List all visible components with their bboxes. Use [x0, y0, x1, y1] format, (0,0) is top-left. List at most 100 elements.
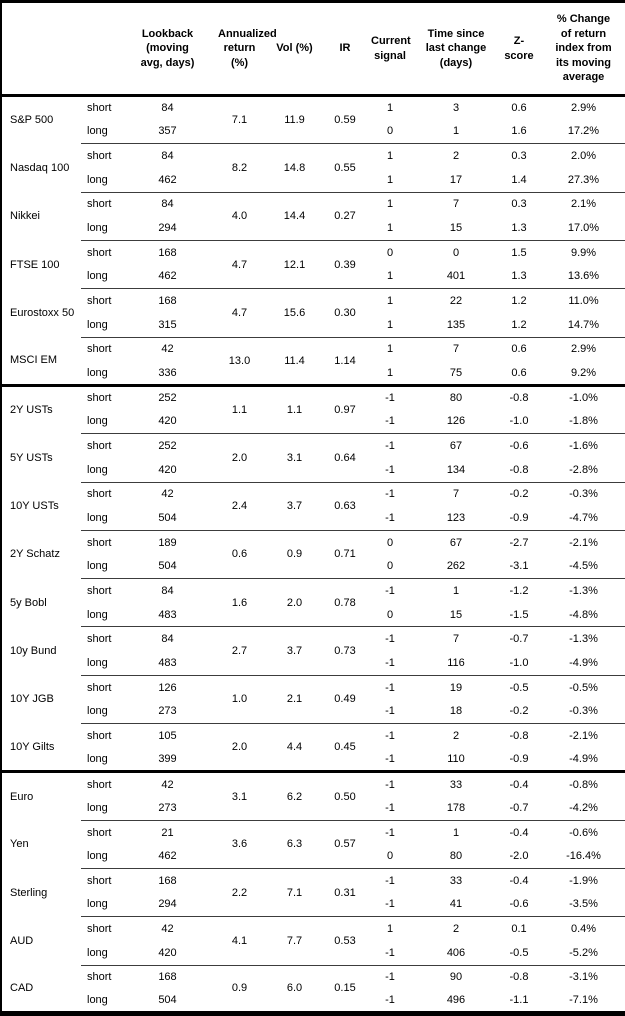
- time-since-last-change-cell: 3: [452, 102, 460, 115]
- current-signal-cell: 1: [364, 143, 416, 168]
- table-row-euro-short: Euro short 42 3.1 6.2 0.50 -1 33 -0.4 -0.8%: [1, 770, 625, 821]
- annualized-return-cell: 0.6: [216, 529, 263, 579]
- zscore-cell: -0.7: [509, 801, 529, 814]
- side-cell: short: [81, 433, 119, 458]
- time-since-last-change-cell: 80: [449, 850, 463, 863]
- asset-name-cell: S&P 500: [10, 114, 54, 127]
- table-row-2y-schatz-short: 2Y Schatz short 189 0.6 0.9 0.71 0 67 -2.7 -2.1%: [1, 529, 625, 579]
- lookback-cell: 84: [119, 578, 216, 603]
- asset-name-cell: 10Y Gilts: [10, 740, 55, 753]
- zscore-cell: -0.9: [509, 511, 529, 524]
- current-signal-cell: -1: [385, 946, 395, 959]
- vol-cell: 11.4: [263, 336, 326, 386]
- vol-cell: 6.0: [263, 964, 326, 1014]
- pct-change-cell: -0.3%: [569, 705, 598, 718]
- zscore-cell: 0.6: [496, 336, 542, 362]
- time-since-last-change-cell: 2: [416, 916, 496, 941]
- annualized-return-cell: 4.1: [216, 916, 263, 966]
- column-header-ir: IR: [326, 1, 364, 97]
- ir-cell: 0.50: [326, 770, 364, 821]
- vol-cell: 2.1: [263, 674, 326, 724]
- side-cell: short: [81, 191, 119, 217]
- lookback-cell: 420: [158, 463, 177, 476]
- current-signal-cell: 1: [386, 318, 394, 331]
- ir-cell: 0.73: [326, 626, 364, 676]
- side-cell: short: [81, 288, 119, 313]
- zscore-cell: 1.4: [511, 173, 527, 186]
- table-row-eurostoxx-50-long: long 315 1 135 1.2 14.7%: [1, 313, 625, 337]
- side-cell: long: [87, 125, 108, 138]
- pct-change-cell: 0.4%: [542, 916, 625, 941]
- asset-name-cell: 10Y USTs: [10, 500, 59, 513]
- annualized-return-cell: 4.7: [216, 239, 263, 289]
- ir-cell: 0.15: [326, 964, 364, 1014]
- pct-change-cell: 27.3%: [567, 173, 600, 186]
- ir-cell: 0.71: [326, 529, 364, 579]
- annualized-return-cell: 13.0: [216, 336, 263, 386]
- column-header-current-signal: Current signal: [364, 1, 416, 97]
- lookback-cell: 252: [119, 433, 216, 458]
- column-header-side: [81, 1, 119, 97]
- side-cell: long: [87, 511, 108, 524]
- table-row-2y-usts-long: long 420 -1 126 -1.0 -1.8%: [1, 410, 625, 434]
- lookback-cell: 420: [158, 415, 177, 428]
- zscore-cell: -0.5: [509, 946, 529, 959]
- pct-change-cell: -3.1%: [542, 964, 625, 990]
- time-since-last-change-cell: 22: [416, 288, 496, 313]
- zscore-cell: 1.2: [496, 288, 542, 313]
- vol-cell: 1.1: [263, 383, 326, 434]
- current-signal-cell: -1: [364, 819, 416, 845]
- side-cell: long: [87, 608, 108, 621]
- side-cell: long: [87, 270, 108, 283]
- ir-cell: 0.63: [326, 481, 364, 531]
- zscore-cell: -0.4: [496, 770, 542, 797]
- pct-change-cell: 9.2%: [570, 366, 597, 379]
- annualized-return-cell: 2.0: [216, 433, 263, 482]
- column-header-lookback: Lookback (moving avg, days): [119, 1, 216, 97]
- pct-change-cell: 14.7%: [567, 318, 600, 331]
- time-since-last-change-cell: 178: [446, 801, 466, 814]
- pct-change-cell: -4.7%: [569, 511, 598, 524]
- side-cell: long: [87, 318, 108, 331]
- side-cell: short: [81, 916, 119, 941]
- zscore-cell: -2.7: [496, 529, 542, 555]
- current-signal-cell: -1: [364, 433, 416, 458]
- zscore-cell: -0.8: [496, 964, 542, 990]
- time-since-last-change-cell: 33: [416, 770, 496, 797]
- time-since-last-change-cell: 134: [446, 463, 466, 476]
- table-row-sterling-short: Sterling short 168 2.2 7.1 0.31 -1 33 -0.4 -1.9%: [1, 867, 625, 917]
- column-header-zscore: Z-score: [496, 1, 542, 97]
- side-cell: short: [81, 143, 119, 168]
- lookback-cell: 273: [158, 801, 177, 814]
- pct-change-cell: -3.5%: [569, 898, 598, 911]
- asset-name-cell: Eurostoxx 50: [10, 306, 75, 319]
- pct-change-cell: -1.3%: [542, 626, 625, 652]
- time-since-last-change-cell: 18: [449, 705, 463, 718]
- current-signal-cell: 1: [364, 916, 416, 941]
- current-signal-cell: 1: [386, 222, 394, 235]
- column-header-asset: [1, 1, 81, 97]
- annualized-return-cell: 4.7: [216, 288, 263, 338]
- table-row-5y-bobl-short: 5y Bobl short 84 1.6 2.0 0.78 -1 1 -1.2 -1.3%: [1, 578, 625, 627]
- zscore-cell: -2.0: [509, 850, 529, 863]
- current-signal-cell: -1: [385, 753, 395, 766]
- table-row-aud-long: long 420 -1 406 -0.5 -5.2%: [1, 941, 625, 965]
- table-row-eurostoxx-50-short: Eurostoxx 50 short 168 4.7 15.6 0.30 1 22 1.2 11.…: [1, 288, 625, 338]
- time-since-last-change-cell: 1: [452, 125, 460, 138]
- current-signal-cell: -1: [385, 463, 395, 476]
- side-cell: short: [81, 770, 119, 797]
- annualized-return-cell: 1.0: [216, 674, 263, 724]
- side-cell: short: [81, 964, 119, 990]
- ir-cell: 0.27: [326, 191, 364, 241]
- table-body: S&P 500 short 84 7.1 11.9 0.59 1 3 0.6 2.9% long 35…: [1, 96, 625, 1014]
- time-since-last-change-cell: 7: [416, 626, 496, 652]
- annualized-return-cell: 1.6: [216, 578, 263, 627]
- side-cell: short: [87, 102, 112, 115]
- table-row-nikkei-long: long 294 1 15 1.3 17.0%: [1, 216, 625, 240]
- pct-change-cell: -1.9%: [542, 867, 625, 893]
- vol-cell: 12.1: [263, 239, 326, 289]
- lookback-cell: 168: [119, 964, 216, 990]
- table-row-aud-short: AUD short 42 4.1 7.7 0.53 1 2 0.1 0.4%: [1, 916, 625, 966]
- lookback-cell: 504: [158, 511, 177, 524]
- time-since-last-change-cell: 116: [447, 656, 465, 669]
